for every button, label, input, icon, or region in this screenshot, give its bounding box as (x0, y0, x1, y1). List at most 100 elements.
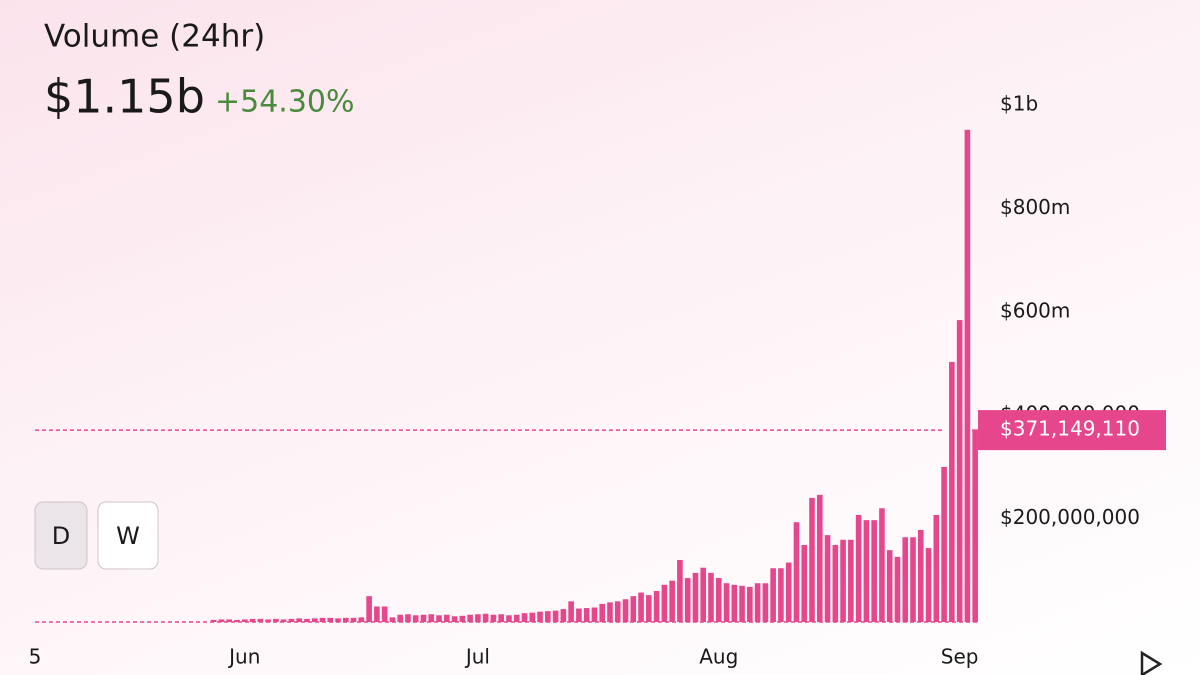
bar (801, 544, 808, 622)
button-bg[interactable] (97, 501, 159, 570)
bar (444, 614, 450, 622)
bar (941, 466, 947, 622)
play-button[interactable] (1140, 650, 1163, 675)
chart-title: Volume (24hr) (44, 19, 265, 55)
bar (972, 430, 978, 622)
bar (832, 544, 839, 622)
bar (288, 618, 295, 622)
bar (964, 129, 971, 623)
bar (280, 619, 287, 622)
x-tick-label: Jul (464, 645, 490, 669)
bar (902, 537, 909, 622)
bar (521, 613, 528, 622)
bar (343, 617, 349, 622)
bar (700, 567, 707, 622)
bar (218, 619, 225, 622)
bar (692, 572, 699, 622)
bar (863, 520, 870, 622)
bar (490, 614, 497, 622)
x-axis: 5 Jun Jul Aug Sep (29, 645, 979, 669)
bar (273, 618, 279, 622)
y-tick-label: $600m (1000, 298, 1070, 322)
bar (389, 617, 396, 622)
bar (723, 583, 730, 622)
bar (304, 618, 310, 622)
bar (405, 614, 411, 622)
bar (917, 529, 924, 622)
bar (537, 611, 543, 622)
bar (591, 607, 598, 622)
bar (871, 520, 877, 622)
x-tick-label: Sep (941, 645, 979, 669)
bar (576, 608, 582, 622)
bar (428, 614, 435, 622)
bar (630, 596, 637, 622)
bar (335, 618, 341, 622)
bar (754, 583, 761, 622)
bar (708, 572, 714, 622)
bar (949, 361, 955, 622)
bar (886, 550, 893, 622)
bar (925, 548, 932, 622)
bar (241, 619, 248, 622)
bar (816, 494, 823, 622)
x-tick-label: 5 (29, 645, 42, 669)
bar (327, 617, 334, 622)
y-tick-label: $1b (1000, 92, 1038, 116)
bar (785, 562, 792, 622)
bar (661, 584, 668, 622)
bar (545, 611, 551, 622)
bar (374, 606, 380, 622)
bar (412, 615, 419, 622)
bar (210, 619, 217, 622)
bar (265, 619, 271, 622)
bar (568, 601, 574, 622)
bar (350, 617, 357, 622)
bar (234, 619, 240, 622)
bar (778, 568, 784, 622)
bar (824, 535, 831, 622)
bar (529, 612, 536, 622)
bar (583, 608, 590, 622)
bar (358, 617, 365, 622)
bar (366, 596, 372, 622)
y-tick-label: $800m (1000, 195, 1070, 219)
bar (638, 592, 644, 622)
bar (451, 616, 458, 622)
bar (933, 514, 940, 622)
bar (257, 618, 264, 622)
bar (855, 514, 862, 622)
bar (560, 609, 567, 622)
bar (381, 606, 388, 622)
x-tick-label: Aug (699, 645, 738, 669)
bar (475, 614, 481, 622)
button-bg[interactable] (34, 501, 88, 570)
bar (747, 586, 753, 622)
bar (809, 497, 815, 622)
button-label[interactable]: D (52, 522, 70, 550)
interval-d[interactable]: D (34, 501, 88, 570)
bar (684, 578, 691, 622)
bar (226, 619, 233, 622)
bar (614, 601, 621, 622)
interval-w[interactable]: W (97, 501, 159, 570)
current-value-label: $371,149,110 (1000, 417, 1140, 441)
bar (739, 585, 745, 622)
bar (296, 618, 302, 622)
bar (249, 618, 256, 622)
x-tick-label: Jun (227, 645, 260, 669)
bar (311, 618, 318, 622)
bar (894, 556, 901, 622)
bar (956, 320, 963, 622)
bar (482, 613, 489, 622)
bar (731, 584, 738, 622)
bar (910, 537, 916, 622)
bar (770, 568, 776, 622)
bar (669, 580, 675, 622)
headline-value: $1.15b (44, 70, 205, 124)
button-label[interactable]: W (116, 522, 140, 550)
bar (459, 615, 466, 622)
bar (506, 615, 512, 622)
